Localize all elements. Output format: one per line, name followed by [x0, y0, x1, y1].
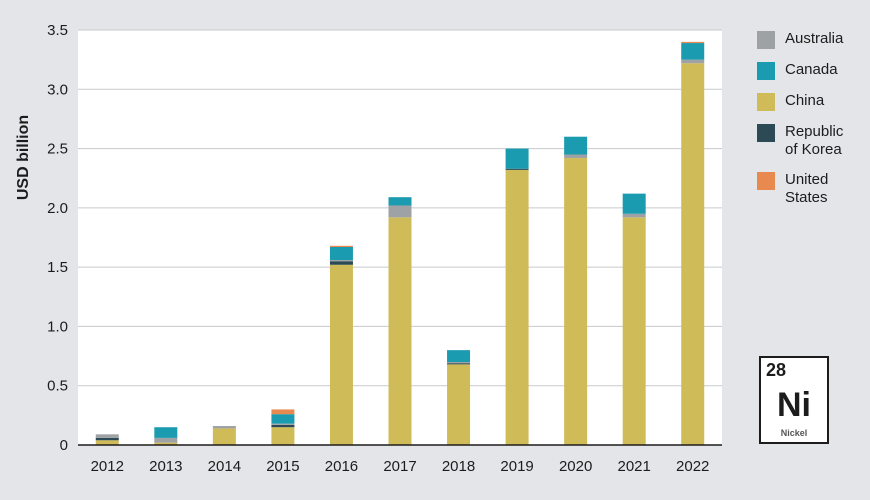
y-tick-label: 1.0	[47, 318, 68, 335]
bar-united-states-2015	[271, 409, 295, 415]
legend-swatch-united-states	[757, 172, 775, 190]
bar-canada-2020	[564, 136, 588, 155]
x-tick-label: 2013	[149, 458, 182, 475]
legend-label-australia: Australia	[785, 30, 844, 47]
y-tick-label: 3.5	[47, 22, 68, 39]
legend-swatch-republic-of-korea	[757, 124, 775, 142]
bar-china-2022	[681, 63, 705, 445]
bar-china-2013	[154, 442, 178, 445]
bar-australia-2016	[329, 260, 353, 262]
bar-republic-of-korea-2019	[505, 168, 529, 170]
y-tick-label: 0.5	[47, 378, 68, 395]
bar-australia-2012	[95, 434, 119, 438]
bar-china-2017	[388, 217, 412, 445]
bar-australia-2014	[212, 426, 236, 429]
x-tick-label: 2019	[500, 458, 533, 475]
element-name: Nickel	[780, 428, 808, 438]
bar-china-2020	[564, 158, 588, 446]
bar-canada-2017	[388, 197, 412, 206]
bar-canada-2018	[447, 350, 471, 362]
bar-republic-of-korea-2015	[271, 424, 295, 428]
x-tick-label: 2021	[617, 458, 650, 475]
legend-item-australia: Australia	[757, 30, 867, 49]
legend-item-canada: Canada	[757, 61, 867, 80]
y-tick-label: 2.0	[47, 200, 68, 217]
legend-label-canada: Canada	[785, 61, 838, 78]
element-atomic-number: 28	[766, 360, 787, 380]
bar-australia-2015	[271, 423, 295, 425]
x-tick-label: 2018	[442, 458, 475, 475]
bar-china-2021	[622, 217, 646, 445]
bar-canada-2015	[271, 414, 295, 424]
bar-united-states-2016	[329, 245, 353, 247]
bar-australia-2020	[564, 154, 588, 159]
bar-china-2016	[329, 264, 353, 445]
legend-item-republic-of-korea: Republic of Korea	[757, 123, 867, 159]
bar-republic-of-korea-2012	[95, 437, 119, 441]
bar-canada-2013	[154, 427, 178, 438]
bar-canada-2019	[505, 148, 529, 169]
bar-australia-2018	[447, 362, 471, 364]
x-tick-label: 2015	[266, 458, 299, 475]
bar-united-states-2022	[681, 41, 705, 44]
bar-australia-2021	[622, 213, 646, 218]
bar-australia-2013	[154, 437, 178, 443]
legend: Australia Canada China Republic of Korea…	[757, 30, 867, 219]
x-tick-label: 2022	[676, 458, 709, 475]
bar-australia-2022	[681, 59, 705, 64]
bar-canada-2016	[329, 246, 353, 261]
bar-china-2019	[505, 169, 529, 445]
y-tick-label: 2.5	[47, 141, 68, 158]
y-axis-title: USD billion	[15, 115, 32, 200]
bar-china-2018	[447, 364, 471, 445]
bar-republic-of-korea-2018	[447, 363, 471, 365]
legend-label-china: China	[785, 92, 825, 109]
x-tick-label: 2016	[325, 458, 358, 475]
x-tick-label: 2020	[559, 458, 592, 475]
x-tick-label: 2017	[383, 458, 416, 475]
bar-australia-2017	[388, 205, 412, 218]
bar-china-2015	[271, 427, 295, 445]
bar-canada-2021	[622, 193, 646, 214]
y-tick-label: 0	[60, 437, 68, 454]
legend-item-united-states: United States	[757, 171, 867, 207]
legend-swatch-australia	[757, 31, 775, 49]
x-tick-label: 2012	[91, 458, 124, 475]
y-tick-label: 1.5	[47, 259, 68, 276]
stacked-bar-chart: 0 0.5 1.0 1.5 2.0 2.5 3.0 3.5 USD billion 2012 201…	[15, 22, 722, 475]
y-tick-label: 3.0	[47, 81, 68, 98]
x-tick-label: 2014	[208, 458, 241, 475]
bar-china-2014	[212, 428, 236, 445]
legend-label-united-states: United States	[785, 171, 829, 206]
bar-china-2012	[95, 440, 119, 445]
legend-swatch-canada	[757, 62, 775, 80]
legend-item-china: China	[757, 92, 867, 111]
legend-label-republic-of-korea: Republic of Korea	[785, 123, 844, 158]
bar-canada-2022	[681, 43, 705, 60]
element-symbol: Ni	[777, 386, 811, 424]
legend-swatch-china	[757, 93, 775, 111]
bar-republic-of-korea-2016	[329, 261, 353, 265]
periodic-element-tile: 28 Ni Nickel	[759, 356, 829, 444]
